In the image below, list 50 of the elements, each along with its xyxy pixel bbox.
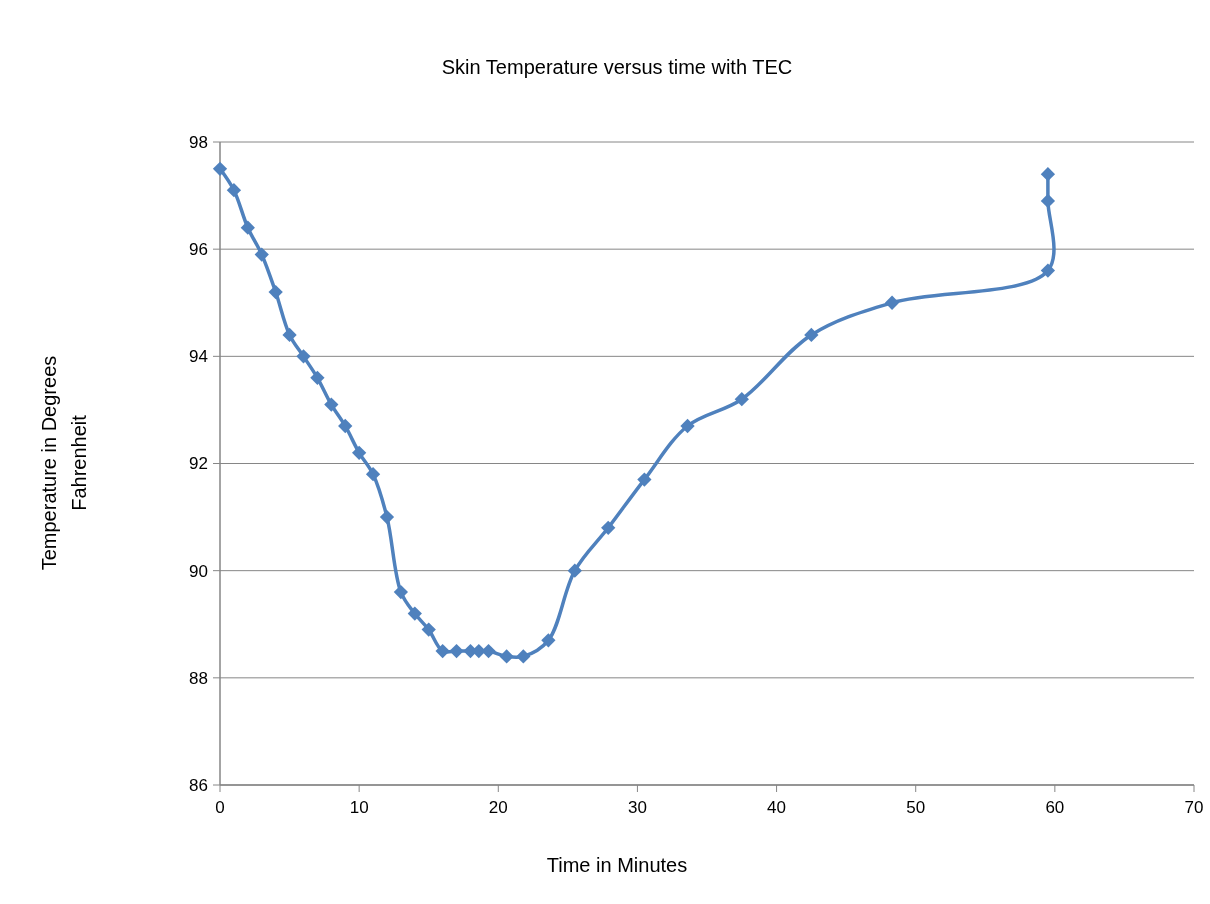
point: [296, 349, 311, 364]
point: [734, 392, 749, 407]
chart-title: Skin Temperature versus time with TEC: [441, 56, 793, 78]
point: [601, 520, 616, 535]
point: [884, 295, 900, 310]
x-tick-label: 30: [627, 798, 647, 817]
point: [421, 622, 436, 637]
point: [282, 327, 297, 343]
point: [1040, 193, 1056, 209]
x-tick-label: 0: [215, 798, 225, 817]
point: [804, 327, 819, 343]
point: [407, 606, 422, 621]
point: [637, 472, 652, 487]
x-tick-label: 70: [1184, 798, 1204, 817]
x-tick-label: 10: [349, 798, 369, 817]
point: [324, 397, 339, 412]
point: [352, 445, 367, 460]
point: [268, 284, 283, 300]
y-tick-label: 92: [189, 454, 208, 474]
point: [254, 247, 269, 262]
point: [240, 220, 255, 235]
x-tick-label: 20: [488, 798, 508, 817]
y-tick-label: 98: [189, 132, 208, 152]
y-tick-label: 88: [189, 668, 208, 688]
point: [212, 161, 228, 176]
point: [1040, 167, 1056, 182]
point: [1040, 263, 1056, 278]
point: [226, 183, 242, 198]
y-tick-label: 94: [189, 347, 208, 367]
y-tick-label: 96: [189, 240, 208, 260]
point: [338, 418, 353, 434]
x-axis-title: Time in Minutes: [546, 854, 688, 876]
x-tick-label: 60: [1045, 798, 1065, 817]
point: [310, 370, 325, 385]
point: [449, 643, 464, 659]
point: [541, 633, 556, 648]
x-tick-label: 40: [767, 798, 787, 817]
point: [680, 418, 695, 434]
point: [516, 649, 531, 664]
point: [499, 649, 514, 664]
y-tick-label: 90: [189, 561, 208, 581]
point: [365, 467, 381, 482]
point: [379, 509, 395, 525]
point: [481, 643, 496, 659]
point: [435, 643, 450, 659]
point: [393, 584, 409, 600]
x-tick-label: 50: [906, 798, 926, 817]
y-tick-label: 86: [189, 775, 208, 795]
point: [567, 563, 582, 578]
y-axis-title: Temperature in Degrees Fahrenheit: [38, 355, 90, 571]
